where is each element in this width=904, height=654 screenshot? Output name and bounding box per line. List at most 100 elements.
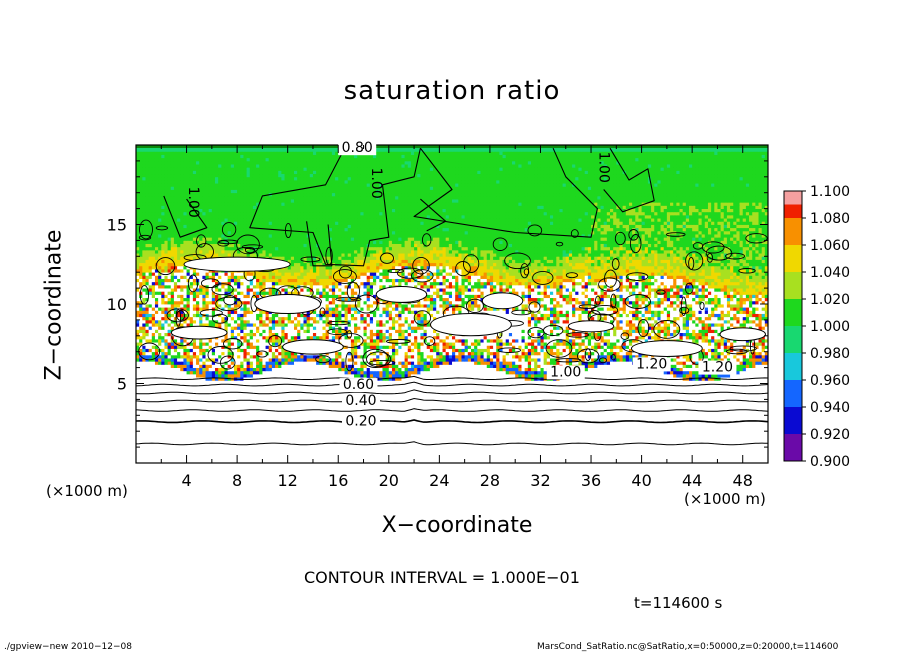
- field-cell: [556, 453, 560, 457]
- field-cell: [654, 431, 658, 435]
- field-cell: [708, 450, 712, 454]
- field-cell: [528, 457, 532, 461]
- field-cell: [534, 434, 538, 438]
- field-cell: [209, 431, 213, 435]
- field-cell: [247, 434, 251, 438]
- field-cell: [370, 434, 374, 438]
- field-cell: [155, 434, 159, 438]
- field-cell: [145, 447, 149, 451]
- field-cell: [648, 438, 652, 442]
- field-cell: [149, 457, 153, 461]
- field-cell: [759, 453, 763, 457]
- field-cell: [259, 444, 263, 448]
- field-cell: [496, 447, 500, 451]
- field-cell: [149, 447, 153, 451]
- field-cell: [645, 457, 649, 461]
- field-cell: [395, 434, 399, 438]
- field-cell: [177, 447, 181, 451]
- field-cell: [152, 447, 156, 451]
- field-cell: [594, 457, 598, 461]
- field-cell: [401, 434, 405, 438]
- field-cell: [651, 444, 655, 448]
- field-cell: [667, 434, 671, 438]
- field-cell: [499, 447, 503, 451]
- field-cell: [354, 450, 358, 454]
- field-cell: [740, 450, 744, 454]
- field-cell: [752, 453, 756, 457]
- field-cell: [683, 431, 687, 435]
- field-cell: [297, 434, 301, 438]
- field-cell: [427, 450, 431, 454]
- field-cell: [266, 447, 270, 451]
- field-cell: [262, 457, 266, 461]
- field-cell: [705, 438, 709, 442]
- field-cell: [206, 444, 210, 448]
- field-cell: [594, 434, 598, 438]
- field-cell: [231, 453, 235, 457]
- field-cell: [493, 438, 497, 442]
- field-cell: [730, 434, 734, 438]
- field-cell: [670, 434, 674, 438]
- field-cell: [506, 434, 510, 438]
- field-cell: [446, 457, 450, 461]
- field-cell: [613, 450, 617, 454]
- field-cell: [379, 447, 383, 451]
- field-cell: [414, 438, 418, 442]
- field-cell: [417, 444, 421, 448]
- field-cell: [604, 441, 608, 445]
- field-cell: [528, 453, 532, 457]
- field-cell: [610, 441, 614, 445]
- field-cell: [680, 434, 684, 438]
- field-cell: [661, 453, 665, 457]
- field-cell: [221, 447, 225, 451]
- field-cell: [695, 447, 699, 451]
- field-cell: [582, 457, 586, 461]
- field-cell: [351, 431, 355, 435]
- field-cell: [673, 438, 677, 442]
- field-cell: [515, 447, 519, 451]
- field-cell: [711, 434, 715, 438]
- field-cell: [303, 447, 307, 451]
- field-cell: [424, 431, 428, 435]
- field-cell: [405, 438, 409, 442]
- field-cell: [149, 453, 153, 457]
- field-cell: [446, 444, 450, 448]
- field-cell: [322, 447, 326, 451]
- field-cell: [155, 444, 159, 448]
- plot-area: [136, 145, 768, 463]
- field-cell: [408, 457, 412, 461]
- field-cell: [370, 450, 374, 454]
- field-cell: [680, 450, 684, 454]
- field-cell: [522, 447, 526, 451]
- field-cell: [149, 428, 153, 432]
- field-cell: [698, 438, 702, 442]
- field-cell: [395, 431, 399, 435]
- field-cell: [528, 434, 532, 438]
- field-cell: [420, 457, 424, 461]
- field-cell: [196, 447, 200, 451]
- field-cell: [708, 447, 712, 451]
- field-cell: [256, 438, 260, 442]
- field-cell: [642, 457, 646, 461]
- field-cell: [547, 447, 551, 451]
- field-cell: [234, 447, 238, 451]
- field-cell: [714, 434, 718, 438]
- field-cell: [168, 434, 172, 438]
- field-cell: [575, 457, 579, 461]
- field-cell: [645, 450, 649, 454]
- field-cell: [332, 457, 336, 461]
- field-cell: [648, 450, 652, 454]
- field-cell: [553, 447, 557, 451]
- field-cell: [755, 431, 759, 435]
- field-cell: [439, 447, 443, 451]
- field-cell: [458, 441, 462, 445]
- field-cell: [642, 441, 646, 445]
- field-cell: [717, 434, 721, 438]
- field-cell: [717, 438, 721, 442]
- field-cell: [657, 457, 661, 461]
- field-cell: [379, 431, 383, 435]
- field-cell: [240, 431, 244, 435]
- field-cell: [537, 438, 541, 442]
- field-cell: [206, 453, 210, 457]
- field-cell: [206, 441, 210, 445]
